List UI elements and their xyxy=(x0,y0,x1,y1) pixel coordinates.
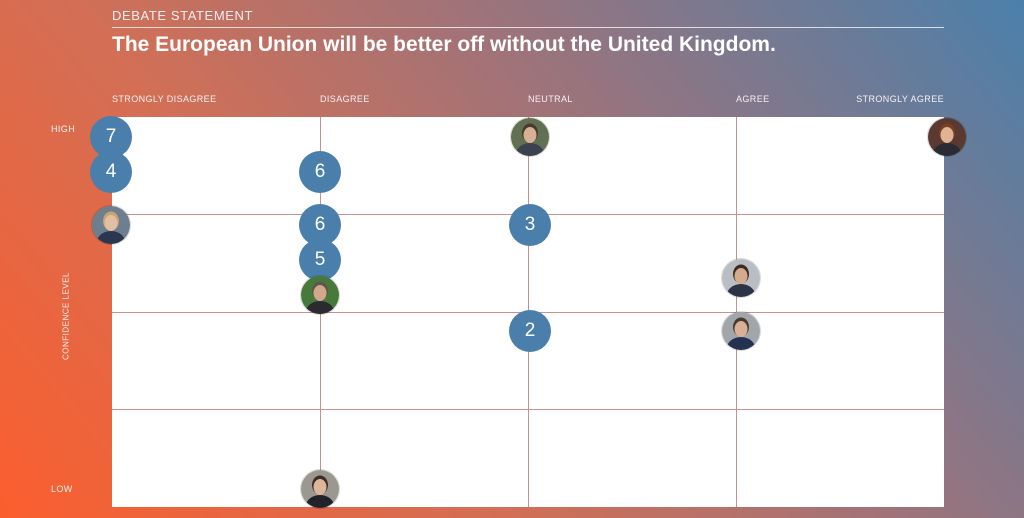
vote-count-bubble[interactable]: 3 xyxy=(509,204,551,246)
y-label-high: HIGH xyxy=(51,124,76,134)
x-label-strongly-agree: STRONGLY AGREE xyxy=(856,94,944,104)
person-silhouette-icon xyxy=(722,258,760,297)
participant-avatar[interactable] xyxy=(300,275,340,316)
vote-count-bubble[interactable]: 2 xyxy=(509,309,551,352)
person-silhouette-icon xyxy=(511,118,549,156)
vote-count-bubble[interactable]: 4 xyxy=(90,151,132,194)
vote-count-bubble[interactable]: 7 xyxy=(90,116,132,158)
person-silhouette-icon xyxy=(301,470,339,508)
participant-avatar[interactable] xyxy=(721,310,761,351)
header-divider xyxy=(112,27,944,28)
participant-avatar[interactable] xyxy=(721,257,761,298)
vote-count-bubble[interactable]: 6 xyxy=(299,204,341,246)
vote-count-bubble[interactable]: 5 xyxy=(299,239,341,282)
participant-avatar[interactable] xyxy=(300,469,340,509)
participant-avatar[interactable] xyxy=(927,117,967,157)
y-axis-title: CONFIDENCE LEVEL xyxy=(61,271,71,361)
person-silhouette-icon xyxy=(722,311,760,350)
x-label-agree: AGREE xyxy=(736,94,770,104)
x-label-disagree: DISAGREE xyxy=(320,94,370,104)
debate-statement-label: DEBATE STATEMENT xyxy=(112,8,254,23)
person-silhouette-icon xyxy=(301,276,339,315)
y-label-low: LOW xyxy=(51,484,73,494)
person-silhouette-icon xyxy=(928,118,966,156)
participant-avatar[interactable] xyxy=(510,117,550,157)
grid-hline-3 xyxy=(112,409,944,410)
x-label-strongly-disagree: STRONGLY DISAGREE xyxy=(112,94,217,104)
vote-count-bubble[interactable]: 6 xyxy=(299,151,341,194)
x-label-neutral: NEUTRAL xyxy=(528,94,573,104)
participant-avatar[interactable] xyxy=(91,205,131,245)
person-silhouette-icon xyxy=(92,206,130,244)
debate-statement-title: The European Union will be better off wi… xyxy=(112,33,776,56)
